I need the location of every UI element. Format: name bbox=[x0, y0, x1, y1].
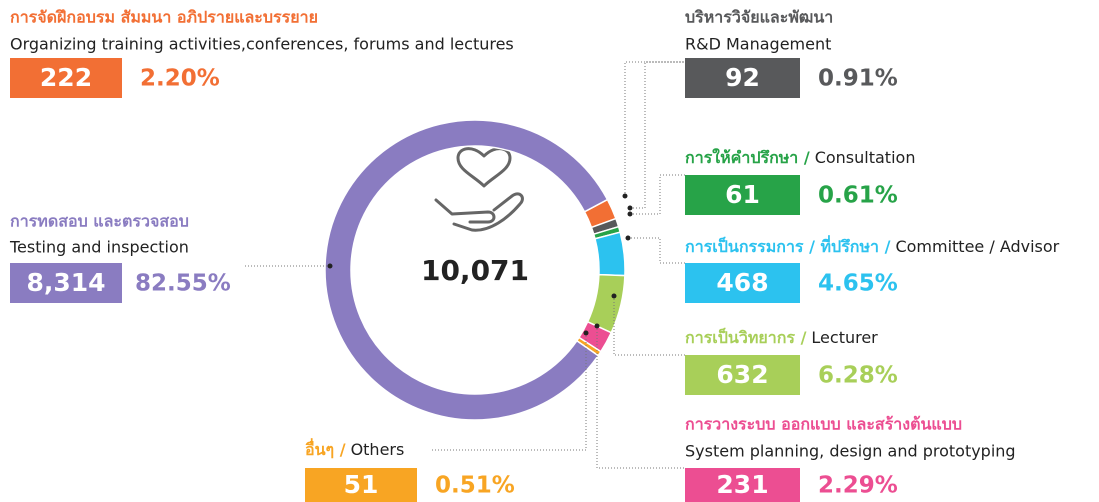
percent-label: 82.55% bbox=[135, 271, 231, 297]
connector bbox=[430, 333, 587, 451]
connector bbox=[630, 174, 685, 215]
label-thai: อื่นๆ / bbox=[305, 438, 346, 459]
label: อื่นๆ / Others bbox=[305, 438, 405, 459]
connector bbox=[628, 237, 685, 264]
donut-segment bbox=[324, 119, 609, 421]
value-label: 8,314 bbox=[26, 268, 105, 297]
label-thai: การเป็นวิทยากร / bbox=[685, 326, 807, 347]
value-label: 61 bbox=[725, 180, 760, 209]
label-thai: การเป็นกรรมการ / ที่ปรึกษา / bbox=[685, 235, 891, 256]
label: การเป็นกรรมการ / ที่ปรึกษา / Committee / … bbox=[685, 235, 1060, 256]
connector bbox=[624, 61, 685, 196]
percent-label: 2.29% bbox=[818, 473, 898, 499]
label-thai: การให้คำปรึกษา / bbox=[685, 148, 810, 167]
connector-dot bbox=[627, 211, 633, 217]
label-english: Lecturer bbox=[811, 328, 878, 347]
connector bbox=[630, 61, 685, 209]
connector-dot bbox=[611, 293, 617, 299]
donut-segment bbox=[594, 231, 626, 277]
value-box bbox=[10, 263, 122, 303]
connector-dot bbox=[327, 263, 333, 269]
connector-dot bbox=[583, 330, 589, 336]
percent-label: 0.91% bbox=[818, 66, 898, 92]
percent-label: 0.61% bbox=[818, 183, 898, 209]
label-thai: การจัดฝึกอบรม สัมมนา อภิปรายและบรรยาย bbox=[10, 8, 318, 27]
label-english: Organizing training activities,conferenc… bbox=[10, 35, 514, 54]
label-english: System planning, design and prototyping bbox=[685, 442, 1016, 461]
connector-dot bbox=[627, 205, 633, 211]
connector bbox=[596, 326, 685, 469]
percent-label: 6.28% bbox=[818, 363, 898, 389]
value-label: 222 bbox=[40, 63, 92, 92]
label-thai: การทดสอบ และตรวจสอบ bbox=[10, 212, 189, 231]
label: การเป็นวิทยากร / Lecturer bbox=[685, 326, 878, 347]
connector-dot bbox=[625, 235, 631, 241]
percent-label: 2.20% bbox=[140, 66, 220, 92]
label: การให้คำปรึกษา / Consultation bbox=[685, 148, 915, 167]
value-box bbox=[685, 263, 800, 303]
value-box bbox=[685, 468, 800, 502]
value-box bbox=[10, 58, 122, 98]
label-thai: บริหารวิจัยและพัฒนา bbox=[685, 8, 833, 27]
value-label: 51 bbox=[344, 470, 379, 499]
label-english: Consultation bbox=[815, 148, 916, 167]
label-english: Committee / Advisor bbox=[895, 237, 1059, 256]
value-label: 231 bbox=[716, 470, 768, 499]
label-thai: การวางระบบ ออกแบบ และสร้างต้นแบบ bbox=[685, 415, 962, 434]
value-label: 632 bbox=[716, 360, 768, 389]
label-english: Others bbox=[351, 440, 405, 459]
label-english: R&D Management bbox=[685, 35, 831, 54]
value-box bbox=[685, 175, 800, 215]
value-box bbox=[685, 58, 800, 98]
connector-dot bbox=[622, 193, 628, 199]
value-box bbox=[685, 355, 800, 395]
heart-hand-icon bbox=[434, 147, 524, 232]
connector-dot bbox=[594, 323, 600, 329]
value-label: 468 bbox=[716, 268, 768, 297]
total: 10,071 bbox=[421, 254, 529, 287]
value-box bbox=[305, 468, 417, 502]
value-label: 92 bbox=[725, 63, 760, 92]
label-english: Testing and inspection bbox=[9, 238, 189, 257]
percent-label: 0.51% bbox=[435, 473, 515, 499]
connector bbox=[613, 296, 685, 356]
percent-label: 4.65% bbox=[818, 271, 898, 297]
